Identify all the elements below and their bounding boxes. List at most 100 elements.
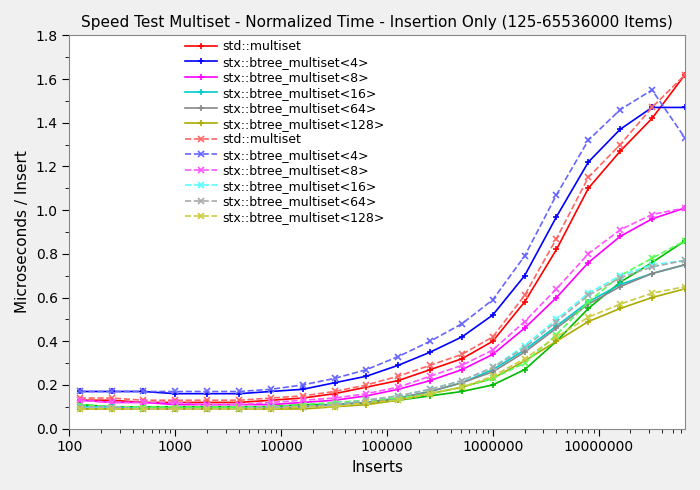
stx::btree_multiset<16> (298, 404, 307, 410)
stx::btree_multiset<16> (489, 365, 497, 370)
std::multiset (681, 72, 690, 77)
stx::btree_multiset<8> (298, 399, 307, 405)
stx::btree_multiset<128> (203, 406, 211, 412)
Legend: std::multiset, stx::btree_multiset<4>, stx::btree_multiset<8>, stx::btree_multis: std::multiset, stx::btree_multiset<4>, s… (181, 35, 390, 229)
stx::btree_multiset<4> (489, 297, 497, 303)
stx::btree_multiset<4> (362, 367, 370, 372)
stx::btree_multiset<128> (394, 397, 402, 403)
stx::btree_multiset<128> (426, 391, 435, 396)
std::multiset (552, 246, 561, 252)
stx::btree_multiset<8> (139, 399, 148, 405)
stx::btree_multiset<8> (426, 373, 435, 379)
stx::btree_multiset<128> (648, 294, 657, 300)
std::multiset (330, 389, 339, 394)
stx::btree_multiset<64> (267, 406, 275, 412)
stx::btree_multiset<128> (552, 334, 561, 340)
stx::btree_multiset<16> (552, 317, 561, 322)
stx::btree_multiset<16> (76, 404, 84, 410)
stx::btree_multiset<128> (139, 406, 148, 412)
X-axis label: Inserts: Inserts (351, 460, 403, 475)
stx::btree_multiset<16> (489, 367, 497, 372)
std::multiset (267, 395, 275, 401)
Y-axis label: Microseconds / Insert: Microseconds / Insert (15, 150, 30, 314)
stx::btree_multiset<8> (648, 212, 657, 218)
stx::btree_multiset<128> (171, 406, 179, 412)
stx::btree_multiset<8> (298, 397, 307, 403)
stx::btree_multiset<64> (458, 378, 466, 384)
stx::btree_multiset<64> (394, 395, 402, 401)
stx::btree_multiset<16> (458, 378, 466, 384)
stx::btree_multiset<64> (520, 349, 528, 355)
stx::btree_multiset<4> (298, 382, 307, 388)
stx::btree_multiset<16> (330, 402, 339, 408)
stx::btree_multiset<4> (394, 362, 402, 368)
stx::btree_multiset<8> (489, 351, 497, 357)
stx::btree_multiset<4> (234, 389, 243, 394)
stx::btree_multiset<16> (584, 290, 592, 296)
stx::btree_multiset<8> (616, 227, 624, 233)
stx::btree_multiset<64> (426, 387, 435, 392)
stx::btree_multiset<8> (584, 260, 592, 266)
std::multiset (394, 378, 402, 384)
stx::btree_multiset<64> (394, 393, 402, 399)
stx::btree_multiset<4> (107, 389, 116, 394)
stx::btree_multiset<64> (520, 345, 528, 351)
stx::btree_multiset<16> (552, 323, 561, 329)
stx::btree_multiset<128> (171, 406, 179, 412)
std::multiset (203, 397, 211, 403)
stx::btree_multiset<128> (234, 406, 243, 412)
stx::btree_multiset<16> (426, 387, 435, 392)
stx::btree_multiset<8> (267, 399, 275, 405)
stx::btree_multiset<8> (330, 395, 339, 401)
std::multiset (458, 351, 466, 357)
stx::btree_multiset<128> (489, 373, 497, 379)
std::multiset (298, 393, 307, 399)
stx::btree_multiset<128> (362, 399, 370, 405)
stx::btree_multiset<4> (267, 389, 275, 394)
stx::btree_multiset<16> (139, 406, 148, 412)
stx::btree_multiset<8> (458, 362, 466, 368)
stx::btree_multiset<128> (426, 391, 435, 396)
stx::btree_multiset<128> (298, 406, 307, 412)
stx::btree_multiset<64> (107, 406, 116, 412)
stx::btree_multiset<4> (76, 389, 84, 394)
stx::btree_multiset<4> (139, 389, 148, 394)
stx::btree_multiset<8> (489, 347, 497, 353)
stx::btree_multiset<8> (458, 367, 466, 372)
stx::btree_multiset<64> (203, 406, 211, 412)
Line: stx::btree_multiset<16>: stx::btree_multiset<16> (76, 261, 689, 413)
stx::btree_multiset<8> (234, 402, 243, 408)
stx::btree_multiset<128> (330, 404, 339, 410)
Line: stx::btree_multiset<128>: stx::btree_multiset<128> (76, 285, 689, 413)
stx::btree_multiset<8> (76, 397, 84, 403)
stx::btree_multiset<16> (616, 281, 624, 287)
std::multiset (681, 72, 690, 77)
stx::btree_multiset<128> (584, 314, 592, 320)
stx::btree_multiset<4> (426, 349, 435, 355)
stx::btree_multiset<4> (203, 389, 211, 394)
stx::btree_multiset<128> (616, 301, 624, 307)
stx::btree_multiset<64> (584, 301, 592, 307)
stx::btree_multiset<8> (520, 325, 528, 331)
stx::btree_multiset<4> (681, 104, 690, 110)
stx::btree_multiset<64> (171, 406, 179, 412)
stx::btree_multiset<128> (107, 406, 116, 412)
std::multiset (362, 384, 370, 390)
stx::btree_multiset<64> (330, 402, 339, 408)
stx::btree_multiset<8> (139, 399, 148, 405)
stx::btree_multiset<8> (171, 402, 179, 408)
stx::btree_multiset<128> (76, 406, 84, 412)
stx::btree_multiset<4> (520, 273, 528, 279)
std::multiset (552, 236, 561, 242)
stx::btree_multiset<16> (394, 395, 402, 401)
stx::btree_multiset<16> (203, 406, 211, 412)
stx::btree_multiset<4> (330, 375, 339, 381)
stx::btree_multiset<4> (330, 380, 339, 386)
std::multiset (616, 142, 624, 147)
stx::btree_multiset<8> (648, 216, 657, 222)
Line: stx::btree_multiset<4>: stx::btree_multiset<4> (76, 104, 689, 397)
stx::btree_multiset<128> (203, 406, 211, 412)
stx::btree_multiset<16> (107, 404, 116, 410)
stx::btree_multiset<128> (362, 402, 370, 408)
stx::btree_multiset<64> (584, 293, 592, 298)
